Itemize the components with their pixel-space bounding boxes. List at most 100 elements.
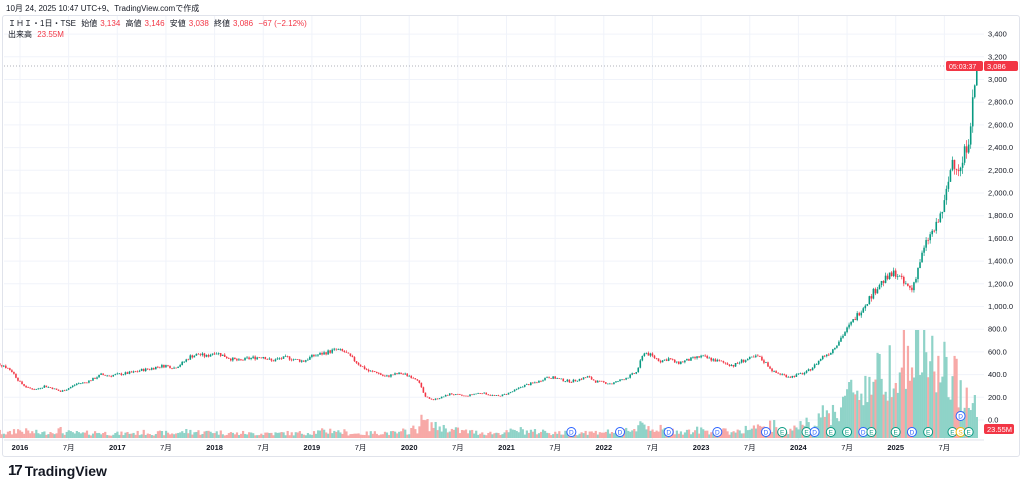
volume-bar [408,434,411,438]
volume-bar [246,434,249,438]
candle-body [15,373,17,378]
volume-bar [290,432,293,438]
volume-bar [837,421,841,438]
volume-bar [331,433,334,438]
candle-body [300,360,303,362]
volume-bar [860,393,863,438]
candle-body [39,388,42,390]
candle-body [394,373,396,375]
candle-body [0,365,3,367]
chart-legend: ＩＨＩ・1日・TSE 始値 3,134 高値 3,146 安値 3,038 終値 3,0… [8,18,310,40]
candle-body [400,372,402,374]
volume-bar [627,430,630,438]
volume-bar [533,429,537,438]
volume-bar [862,405,865,438]
volume-bar [195,431,198,438]
volume-bar [4,434,8,438]
volume-bar [700,427,703,438]
candle-body [511,391,514,393]
time-tick-label: 7月 [939,443,951,452]
tradingview-logo[interactable]: 17 TradingView [8,462,107,479]
event-marker-label: E [894,430,899,437]
candle-body [193,355,196,358]
candle-body [852,319,854,322]
candle-body [481,393,483,395]
candle-body [686,358,688,361]
volume-bar [858,399,861,438]
volume-bar [896,392,899,438]
price-tick-label: 400.0 [988,370,1007,379]
volume-bar [793,425,796,438]
candle-body [234,357,236,360]
volume-bar [771,431,774,438]
logo-text: TradingView [24,462,107,479]
volume-bar [369,431,372,438]
candle-body [653,355,656,359]
volume-bar [118,434,121,438]
symbol-label[interactable]: ＩＨＩ・1日・TSE [8,19,77,28]
volume-bar [432,427,435,438]
volume-bar [402,428,405,438]
candle-body [556,378,558,380]
candle-body [23,384,25,386]
volume-bar [136,430,139,438]
candle-body [714,359,717,362]
volume-bar [169,434,172,438]
volume-bar [704,430,707,438]
candle-body [607,383,609,385]
candle-body [746,359,749,361]
candle-body [321,353,323,355]
candle-body [367,369,370,372]
volume-bar [173,434,176,438]
volume-bar [268,433,271,438]
candle-body [872,288,875,299]
volume-bar [464,429,468,438]
candle-body [96,377,98,379]
candle-body [432,399,435,401]
volume-bar [594,430,597,438]
candle-body [864,305,867,309]
candle-body [45,385,48,388]
volume-bar [848,382,851,438]
volume-bar [969,410,972,438]
candle-body [937,221,940,223]
volume-bar [586,434,589,438]
candle-body [621,379,623,381]
volume-bar [773,420,776,438]
candle-body [939,213,942,223]
candle-body [785,374,788,378]
volume-bar [493,433,496,438]
time-tick-label: 7月 [355,443,367,452]
candle-body [554,376,556,379]
volume-bar [162,435,166,438]
volume-bar [706,430,709,438]
candle-body [542,380,544,382]
volume-bar [310,434,314,438]
volume-bar [554,431,557,438]
volume-bar [375,433,378,438]
volume-bar [578,433,581,438]
candle-body [452,394,455,396]
chart-frame [2,15,1020,457]
candle-body [343,350,346,352]
candle-body [404,373,406,375]
event-marker-label: D [910,430,915,437]
volume-bar [27,430,30,438]
event-marker-icon [825,427,836,437]
event-marker-E: E [890,427,901,437]
candle-body [43,385,46,388]
candle-body [86,382,88,384]
candle-body [765,362,767,364]
volume-bar [142,429,145,438]
volume-bar [471,429,474,438]
candle-body [380,373,382,375]
volume-bar [775,427,778,438]
volume-bar [424,420,427,438]
candle-body [773,371,775,372]
volume-bar [215,431,218,438]
event-marker-D: D [809,427,820,437]
volume-bar [635,431,638,438]
volume-bar [51,433,54,438]
event-marker-label: E [829,430,834,437]
